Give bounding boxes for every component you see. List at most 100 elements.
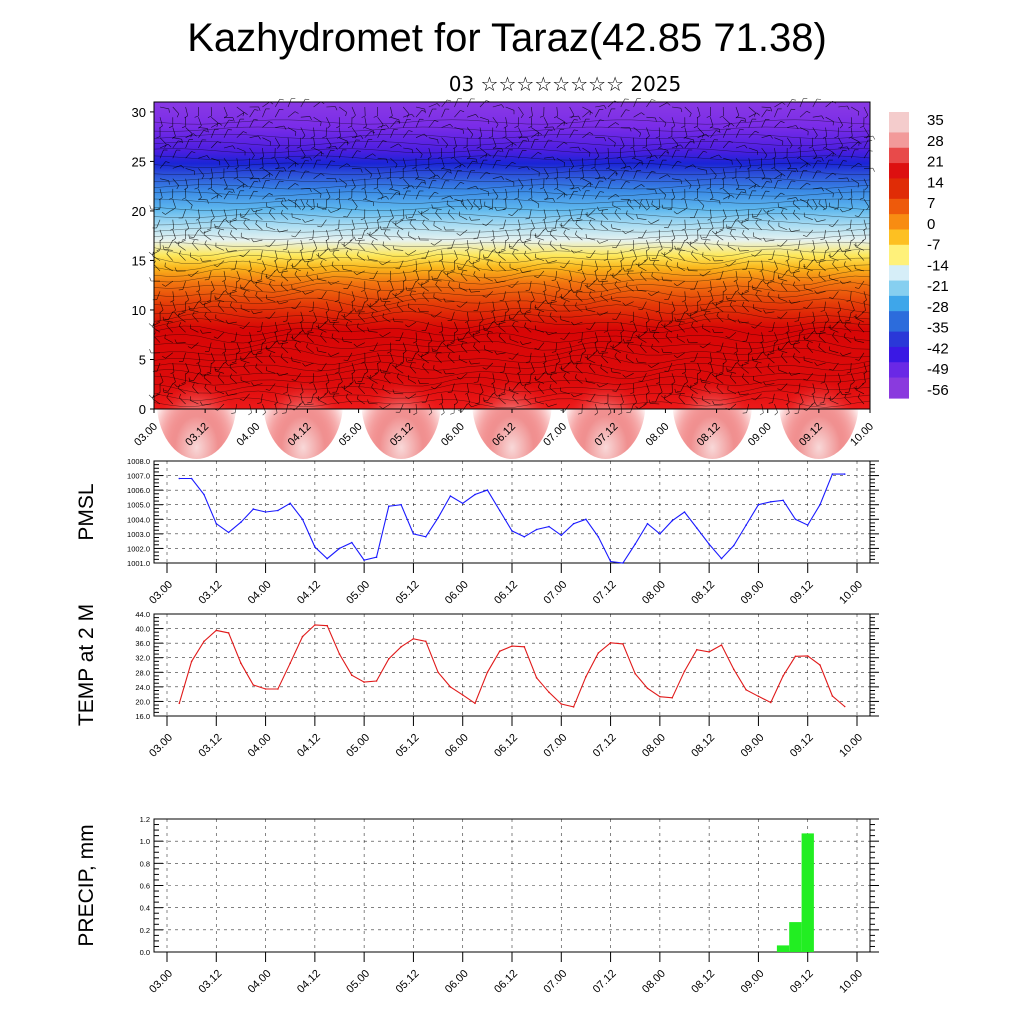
wind-barb (646, 171, 652, 179)
wind-barb-flag (166, 393, 169, 398)
wind-barb (710, 188, 714, 198)
isoline (153, 275, 871, 286)
wind-barb (498, 397, 506, 405)
wind-barb (755, 294, 762, 302)
wind-barb-flag (659, 320, 663, 324)
wind-barb-flag (579, 166, 584, 170)
wind-barb (356, 342, 365, 347)
wind-barb (217, 376, 225, 384)
wind-barb (581, 332, 583, 342)
wind-barb (767, 223, 775, 231)
wind-barb (684, 199, 688, 208)
wind-barb (218, 291, 225, 299)
wind-barb-flag (751, 213, 754, 218)
wind-barb (561, 369, 570, 374)
wind-barb (589, 321, 596, 330)
wind-barb (304, 403, 314, 406)
wind-barb-flag (207, 199, 209, 204)
wind-barb-flag (709, 299, 714, 303)
wind-barb-flag (604, 402, 608, 405)
wind-barb (543, 168, 549, 177)
x-tick-label: 04.12 (295, 968, 323, 996)
y-tick-label: 1007.0 (127, 472, 150, 481)
wind-barb-flag (269, 209, 272, 213)
wind-barb-flag (148, 394, 153, 398)
wind-barb-flag (742, 373, 745, 378)
wind-barb (710, 127, 720, 130)
wind-barb (595, 105, 605, 108)
wind-barb (633, 184, 642, 190)
wind-barb (178, 388, 186, 395)
wind-barb (280, 357, 289, 364)
wind-barb-flag (727, 298, 732, 300)
wind-barb (357, 255, 365, 261)
wind-barb (754, 250, 762, 257)
wind-barb-flag (785, 330, 790, 334)
wind-barb (300, 188, 310, 190)
wind-barb-flag (339, 309, 343, 313)
wind-barb-flag (813, 155, 818, 160)
wind-barb-flag (744, 144, 748, 149)
wind-barb (614, 356, 622, 364)
wind-barb (753, 236, 762, 241)
wind-barb-flag (625, 354, 628, 359)
wind-barb-flag (563, 162, 565, 167)
wind-barb-flag (756, 112, 760, 116)
wind-barb-flag (168, 125, 173, 128)
wind-barb-flag (681, 197, 686, 200)
wind-barb-flag (573, 119, 578, 121)
wind-barb (774, 332, 778, 341)
wind-barb (710, 291, 714, 300)
wind-barb-flag (470, 206, 473, 210)
wind-barb-flag (402, 279, 407, 283)
wind-barb (765, 280, 775, 285)
wind-barb (406, 218, 417, 220)
wind-barb (262, 108, 266, 118)
wind-barb-flag (345, 250, 349, 255)
wind-barb-flag (182, 197, 186, 200)
x-tick-label: 07.00 (541, 732, 569, 760)
wind-barb (614, 212, 622, 220)
wind-barb-flag (441, 268, 445, 272)
wind-barb-flag (172, 238, 176, 242)
wind-barb-flag (436, 174, 441, 179)
wind-barb (774, 158, 776, 168)
wind-barb-flag (671, 381, 676, 385)
wind-barb-flag (433, 349, 438, 351)
wind-barb-flag (294, 342, 298, 347)
wind-barb-flag (866, 134, 869, 139)
wind-barb (156, 291, 161, 300)
wind-barb-flag (409, 362, 412, 367)
wind-barb-flag (255, 291, 258, 296)
wind-barb-flag (273, 340, 278, 344)
wind-barb-flag (301, 207, 306, 211)
wind-barb-flag (767, 353, 769, 358)
wind-barb (678, 397, 686, 405)
wind-barb (326, 229, 330, 239)
wind-barb (633, 112, 642, 118)
wind-barb-flag (729, 373, 733, 377)
wind-barb-flag (737, 219, 741, 224)
wind-barb-flag (697, 371, 701, 375)
wind-barb-flag (164, 318, 169, 320)
wind-barb (434, 311, 442, 318)
wind-barb-flag (405, 324, 409, 328)
wind-barb (269, 239, 276, 248)
wind-barb-flag (418, 379, 421, 384)
wind-barb (344, 239, 353, 247)
y-tick-label: 24.0 (135, 683, 150, 692)
wind-barb-flag (680, 108, 683, 113)
wind-barb-flag (420, 210, 423, 215)
wind-barb (390, 178, 393, 188)
wind-barb-flag (447, 352, 450, 357)
wind-barb (676, 265, 685, 272)
wind-barb (761, 135, 771, 138)
wind-barb-flag (518, 135, 523, 139)
wind-barb-flag (174, 312, 178, 316)
wind-barb (671, 229, 676, 239)
wind-barb (227, 321, 237, 324)
wind-barb-flag (345, 112, 347, 117)
wind-barb-flag (335, 371, 340, 374)
wind-barb-flag (468, 360, 472, 365)
wind-barb (755, 222, 762, 231)
